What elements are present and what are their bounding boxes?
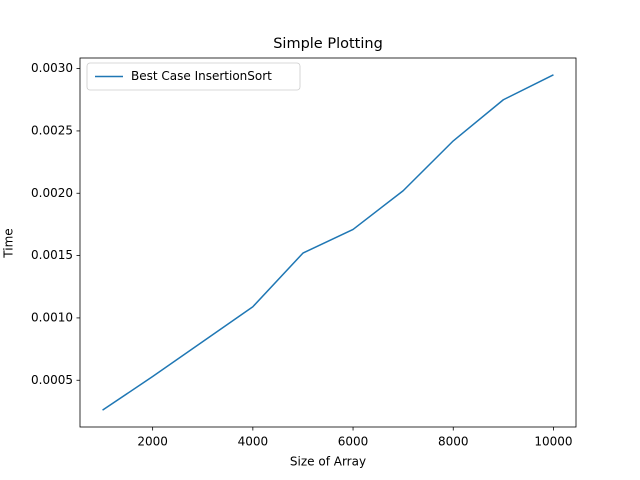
x-tick-label: 4000 <box>238 435 269 449</box>
y-tick-label: 0.0005 <box>31 373 73 387</box>
x-tick-label: 2000 <box>137 435 168 449</box>
y-tick-label: 0.0020 <box>31 186 73 200</box>
x-tick-label: 10000 <box>534 435 572 449</box>
y-axis-label: Time <box>2 228 16 258</box>
line-series <box>102 74 554 411</box>
y-tick-label: 0.0010 <box>31 310 73 324</box>
x-axis-label: Size of Array <box>290 455 366 469</box>
legend-label: Best Case InsertionSort <box>131 69 272 83</box>
axes-frame <box>79 57 577 428</box>
y-tick-label: 0.0025 <box>31 123 73 137</box>
chart-title: Simple Plotting <box>273 36 383 52</box>
x-tick-label: 6000 <box>338 435 369 449</box>
y-tick-label: 0.0030 <box>31 61 73 75</box>
y-tick-label: 0.0015 <box>31 248 73 262</box>
x-tick-label: 8000 <box>438 435 469 449</box>
legend-box <box>86 62 301 91</box>
